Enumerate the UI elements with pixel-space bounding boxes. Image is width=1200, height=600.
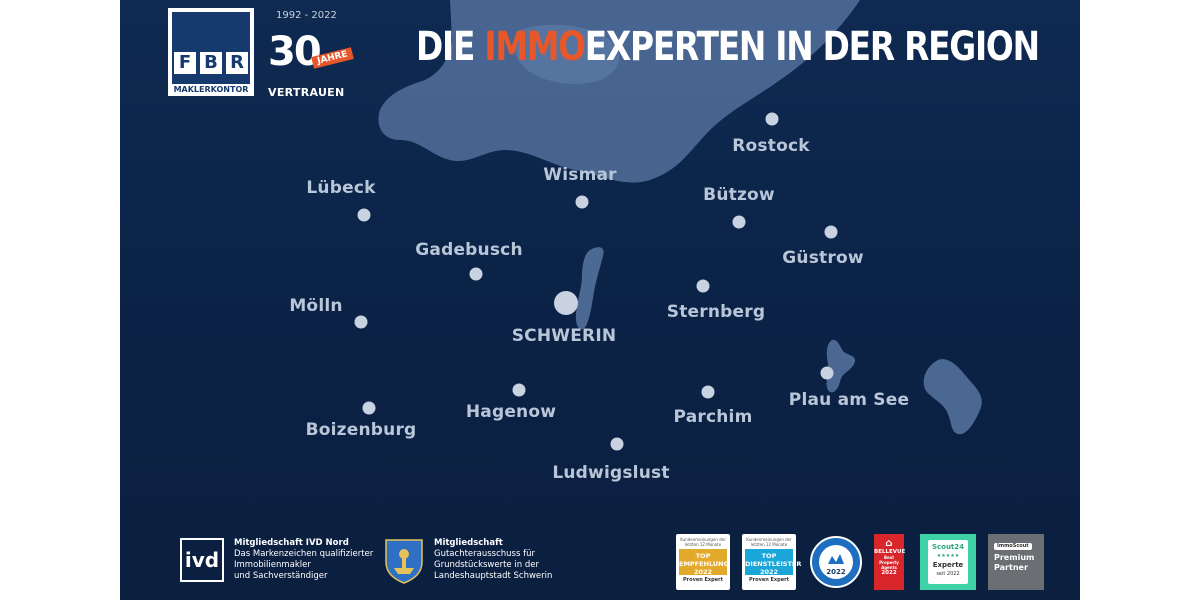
- membership-gutachter-title: Mitgliedschaft: [434, 538, 503, 548]
- badge-award-line: 2022: [693, 568, 713, 576]
- badge-award-line: TOP: [695, 552, 711, 560]
- logo-letters: F B R: [172, 52, 250, 74]
- map-background: [378, 0, 982, 435]
- proven-expert-badge-dienstleister: Kundenmeinungen der letzten 12 Monate TO…: [742, 534, 802, 590]
- city-dot-wismar: [575, 195, 589, 209]
- scout24-since: seit 2022: [936, 571, 960, 577]
- bellevue-sub: Best Property Agents: [879, 555, 899, 570]
- badge-caption: Kundenmeinungen der letzten 12 Monate: [680, 537, 726, 547]
- membership-gutachter-line: Gutachterausschuss für: [434, 549, 535, 559]
- headline-accent: IMMO: [484, 24, 586, 70]
- city-dot-hagenow: [512, 383, 526, 397]
- lake-plau-shape: [826, 339, 856, 393]
- membership-gutachter-line: Grundstückswerte in der: [434, 560, 539, 570]
- city-dot-schwerin: [554, 291, 578, 315]
- island-shape: [513, 24, 620, 84]
- scout24-card: Scout24 ★★★★★ Experte seit 2022: [928, 540, 968, 584]
- badge-award: TOP EMPFEHLUNG 2022: [679, 549, 729, 576]
- fbr-logo: F B R MAKLERKONTOR: [168, 8, 254, 96]
- city-label-rostock: Rostock: [732, 136, 810, 156]
- city-label-sternberg: Sternberg: [666, 302, 766, 322]
- city-label-luebeck: Lübeck: [306, 178, 376, 198]
- badge-award-line: TOP: [761, 552, 777, 560]
- anniversary-tagline: VERTRAUEN: [268, 86, 345, 99]
- city-dot-gadebusch: [469, 267, 483, 281]
- city-label-buetzow: Bützow: [703, 185, 775, 205]
- seal-icon: 2022: [810, 536, 862, 588]
- badge-award-line: DIENSTLEISTER: [745, 560, 802, 568]
- city-dot-sternberg: [696, 279, 710, 293]
- scout24-badge: Scout24 ★★★★★ Experte seit 2022: [920, 534, 976, 590]
- city-dot-ludwigslust: [610, 437, 624, 451]
- badge-award-line: 2022: [759, 568, 779, 576]
- bellevue-name: BELLEVUE: [874, 549, 906, 555]
- membership-gutachter-line: Landeshauptstadt Schwerin: [434, 571, 553, 581]
- premium-line: Partner: [994, 563, 1028, 572]
- headline-suffix: EXPERTEN IN DER REGION: [584, 24, 1040, 70]
- bellevue-house-icon: ⌂: [885, 538, 893, 549]
- city-label-wismar: Wismar: [543, 165, 617, 185]
- logo-letter: F: [174, 52, 196, 74]
- logo-letter: R: [226, 52, 248, 74]
- membership-gutachter: Mitgliedschaft Gutachterausschuss für Gr…: [384, 538, 552, 584]
- premium-pill: ImmoScout: [994, 543, 1032, 550]
- city-label-plau: Plau am See: [788, 390, 910, 410]
- banner: F B R MAKLERKONTOR 1992 - 2022 30 JAHRE …: [120, 0, 1080, 600]
- premium-partner-badge: ImmoScout Premium Partner: [988, 534, 1044, 590]
- proven-expert-badge-empfehlung: Kundenmeinungen der letzten 12 Monate TO…: [676, 534, 730, 590]
- city-dot-boizenburg: [362, 401, 376, 415]
- city-label-ludwigslust: Ludwigslust: [552, 463, 670, 483]
- city-label-moelln: Mölln: [289, 296, 343, 316]
- quality-seal-badge: 2022: [809, 534, 863, 590]
- membership-ivd-text: Mitgliedschaft IVD Nord Das Markenzeiche…: [234, 538, 373, 582]
- city-label-gadebusch: Gadebusch: [415, 240, 523, 260]
- premium-line: Premium: [994, 553, 1035, 562]
- schwerin-crest-icon: [385, 539, 423, 584]
- logo-name: MAKLERKONTOR: [173, 85, 249, 94]
- city-dot-rostock: [765, 112, 779, 126]
- city-label-guestrow: Güstrow: [782, 248, 864, 268]
- membership-ivd-line: und Sachverständiger: [234, 571, 328, 581]
- anniversary-block: 1992 - 2022 30 JAHRE VERTRAUEN: [268, 8, 354, 99]
- city-dot-buetzow: [732, 215, 746, 229]
- headline-prefix: DIE: [416, 24, 485, 70]
- sea-shape: [378, 0, 860, 183]
- membership-ivd-line: Immobilienmakler: [234, 560, 311, 570]
- scout24-name: Scout24: [931, 543, 965, 551]
- city-dot-guestrow: [824, 225, 838, 239]
- membership-ivd: ivd Mitgliedschaft IVD Nord Das Markenze…: [180, 538, 373, 582]
- city-label-boizenburg: Boizenburg: [305, 420, 417, 440]
- badge-award-line: EMPFEHLUNG: [679, 560, 729, 568]
- bellevue-badge: ⌂ BELLEVUE Best Property Agents 2022: [874, 534, 906, 590]
- scout24-label: Experte: [932, 561, 964, 569]
- membership-ivd-title: Mitgliedschaft IVD Nord: [234, 538, 349, 548]
- headline: DIE IMMOEXPERTEN IN DER REGION: [416, 24, 1040, 70]
- city-dot-luebeck: [357, 208, 371, 222]
- city-dot-plau: [820, 366, 834, 380]
- logo-letter: B: [200, 52, 222, 74]
- badge-brand: Proven Expert: [683, 577, 723, 583]
- scout24-stars-icon: ★★★★★: [936, 553, 960, 559]
- city-dot-moelln: [354, 315, 368, 329]
- lake-schwerin-shape: [575, 247, 604, 330]
- anniversary-number: 30: [268, 29, 322, 75]
- ivd-logo: ivd: [180, 538, 224, 582]
- membership-gutachter-text: Mitgliedschaft Gutachterausschuss für Gr…: [434, 538, 552, 582]
- city-label-hagenow: Hagenow: [465, 402, 557, 422]
- badge-award: TOP DIENSTLEISTER 2022: [745, 549, 802, 576]
- bellevue-year: 2022: [881, 570, 897, 576]
- lake-mueritz-shape: [923, 359, 982, 435]
- city-label-parchim: Parchim: [673, 407, 753, 427]
- city-label-schwerin: SCHWERIN: [511, 326, 617, 346]
- seal-year: 2022: [826, 568, 846, 576]
- badge-brand: Proven Expert: [749, 577, 789, 583]
- membership-ivd-line: Das Markenzeichen qualifizierter: [234, 549, 374, 559]
- city-dot-parchim: [701, 385, 715, 399]
- anniversary-years: 1992 - 2022: [276, 10, 337, 21]
- badge-caption: Kundenmeinungen der letzten 12 Monate: [746, 537, 792, 547]
